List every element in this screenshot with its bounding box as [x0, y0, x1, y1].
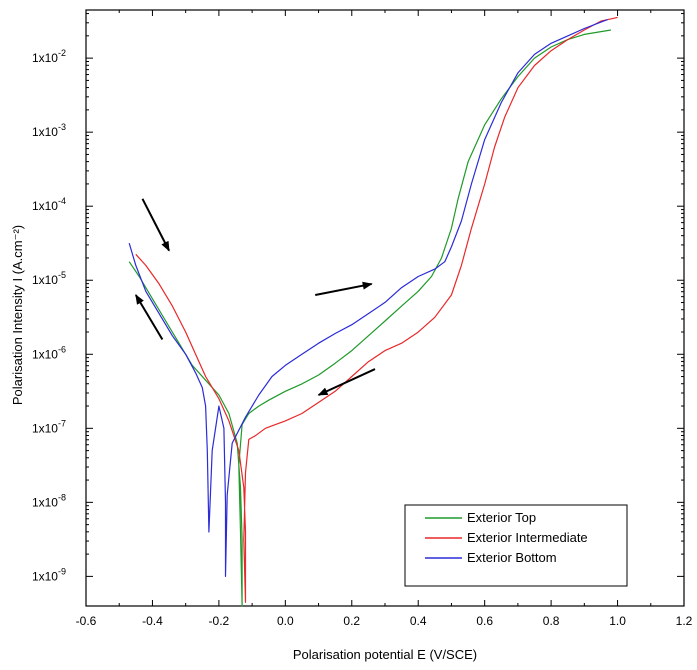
x-axis-label: Polarisation potential E (V/SCE) [293, 647, 477, 662]
x-tick-label: 0.6 [476, 614, 493, 628]
arrow-reverse-scan-up [134, 294, 164, 340]
series-line-exterior-bottom [128, 19, 608, 578]
legend-label-exterior-intermediate: Exterior Intermediate [467, 530, 588, 545]
x-tick-label: -0.4 [142, 614, 163, 628]
series-line-exterior-top [128, 29, 611, 607]
y-tick-label: 1x10-7 [32, 418, 66, 435]
y-tick-label: 1x10-8 [32, 492, 66, 509]
legend-label-exterior-top: Exterior Top [467, 510, 536, 525]
series-line-exterior-intermediate [135, 16, 618, 603]
axes: -0.6 -0.4 -0.2 0.0 0.2 0.4 0.6 0.8 1.0 1.2 1x10-9 1… [32, 10, 693, 628]
scan-direction-arrows [134, 198, 376, 396]
y-tick-label: 1x10-6 [32, 344, 66, 361]
x-tick-label: 0.4 [410, 614, 427, 628]
x-tick-label: -0.2 [209, 614, 230, 628]
arrow-anodic-forward [315, 281, 373, 297]
legend: Exterior Top Exterior Intermediate Exterio… [404, 504, 628, 587]
x-tick-label: -0.6 [76, 614, 97, 628]
legend-label-exterior-bottom: Exterior Bottom [467, 550, 557, 565]
arrow-anodic-reverse [317, 368, 376, 396]
y-tick-label: 1x10-2 [32, 48, 66, 65]
x-tick-label: 0.0 [277, 614, 294, 628]
y-axis-label: Polarisation Intensity I (A.cm⁻²) [10, 225, 25, 405]
y-tick-label: 1x10-5 [32, 270, 66, 287]
x-tick-label: 0.8 [543, 614, 560, 628]
arrow-forward-scan-down [141, 198, 170, 252]
y-tick-label: 1x10-9 [32, 566, 66, 583]
y-tick-label: 1x10-3 [32, 122, 66, 139]
x-tick-label: 0.2 [343, 614, 360, 628]
x-tick-label: 1.2 [676, 614, 693, 628]
series-group [128, 16, 618, 607]
y-tick-label: 1x10-4 [32, 196, 66, 213]
x-tick-label: 1.0 [609, 614, 626, 628]
